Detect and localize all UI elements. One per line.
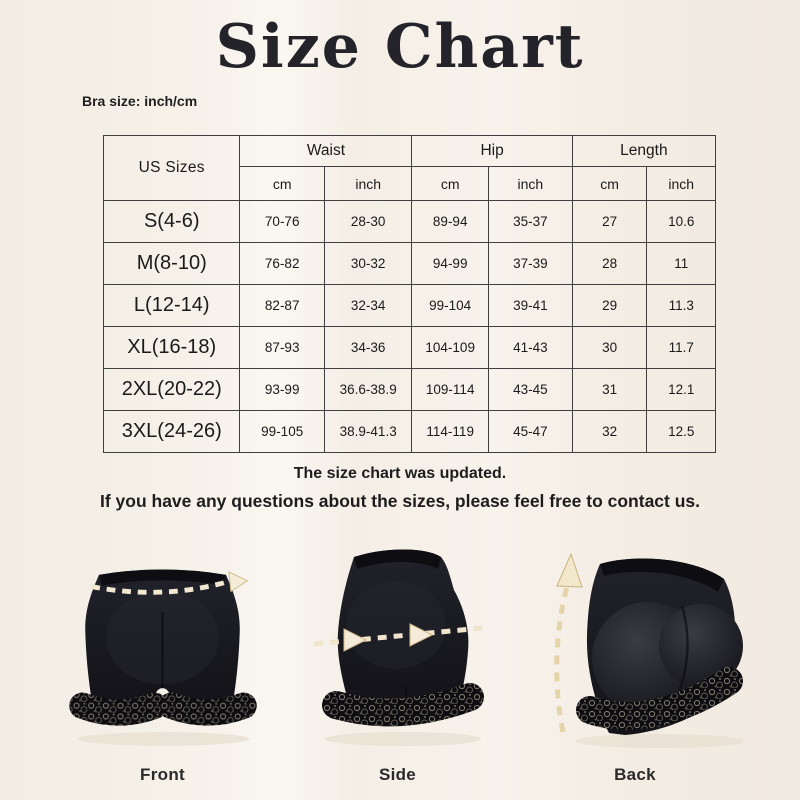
length-inch-value: 12.5: [646, 410, 716, 453]
size-row-l: L(12-14) 82-87 32-34 99-104 39-41 29 11.…: [102, 284, 716, 327]
hip-cm-value: 109-114: [411, 368, 489, 411]
size-label: M(8-10): [102, 242, 241, 285]
size-row-3xl: 3XL(24-26) 99-105 38.9-41.3 114-119 45-4…: [102, 410, 716, 453]
hip-inch-header: inch: [487, 166, 573, 201]
hip-cm-value: 99-104: [411, 284, 489, 327]
length-cm-value: 32: [571, 410, 648, 453]
waist-inch-value: 28-30: [323, 200, 413, 243]
contact-note: If you have any questions about the size…: [99, 491, 701, 511]
waist-cm-value: 82-87: [239, 284, 325, 327]
length-cm-header: cm: [571, 166, 648, 201]
size-row-s: S(4-6) 70-76 28-30 89-94 35-37 27 10.6: [102, 200, 716, 243]
waist-inch-value: 36.6-38.9: [323, 368, 413, 411]
hip-cm-value: 89-94: [411, 200, 489, 243]
lace-trim: [68, 692, 168, 726]
table-unit-header-row: cm inch cm inch cm inch: [104, 166, 716, 201]
hip-measure-arrow-icon: [313, 623, 482, 652]
size-label: 2XL(20-22): [102, 368, 241, 411]
waist-measure-arrow-icon: [90, 571, 248, 595]
size-label: XL(16-18): [102, 326, 241, 369]
length-cm-value: 30: [571, 326, 648, 369]
size-row-m: M(8-10) 76-82 30-32 94-99 37-39 28 11: [102, 242, 716, 285]
length-inch-value: 11.3: [646, 284, 716, 327]
length-header: Length: [571, 135, 717, 167]
waist-cm-value: 70-76: [239, 200, 325, 243]
waist-cm-value: 93-99: [239, 368, 325, 411]
front-view: Front: [58, 549, 268, 785]
waist-inch-value: 34-36: [323, 326, 413, 369]
hip-inch-value: 37-39: [487, 242, 573, 285]
table-group-header-row: US Sizes Waist Hip Length: [102, 135, 717, 201]
front-view-label: Front: [140, 765, 185, 784]
back-view-label: Back: [614, 765, 656, 784]
waist-cm-value: 99-105: [239, 410, 325, 453]
hip-cm-value: 94-99: [411, 242, 489, 285]
update-note: The size chart was updated.: [293, 465, 507, 482]
length-cm-value: 28: [571, 242, 648, 285]
waist-inch-value: 32-34: [323, 284, 413, 327]
side-view-label: Side: [378, 765, 417, 784]
waist-cm-header: cm: [239, 166, 325, 201]
side-view: Side: [308, 539, 488, 785]
us-sizes-header: US Sizes: [102, 135, 241, 201]
size-label: S(4-6): [102, 200, 241, 243]
hip-inch-value: 35-37: [487, 200, 573, 243]
length-inch-value: 11: [646, 242, 716, 285]
waist-inch-value: 38.9-41.3: [323, 410, 413, 453]
lace-trim: [321, 683, 484, 727]
product-views: Front: [0, 534, 800, 785]
back-view: Back: [528, 534, 745, 785]
size-chart-table: US Sizes Waist Hip Length cm inch cm inc…: [102, 135, 717, 453]
waist-cm-value: 76-82: [239, 242, 325, 285]
length-inch-value: 12.1: [646, 368, 716, 411]
length-inch-value: 11.7: [646, 326, 716, 369]
size-row-2xl: 2XL(20-22) 93-99 36.6-38.9 109-114 43-45…: [102, 368, 716, 411]
side-view-image: [313, 549, 484, 746]
hip-header: Hip: [411, 135, 573, 167]
length-cm-value: 31: [571, 368, 648, 411]
page-title: Size Chart: [215, 12, 585, 82]
waist-cm-value: 87-93: [239, 326, 325, 369]
hip-inch-value: 39-41: [487, 284, 573, 327]
length-inch-header: inch: [646, 166, 716, 201]
waist-header: Waist: [239, 135, 413, 167]
hip-cm-value: 104-109: [411, 326, 489, 369]
front-view-image: [68, 569, 257, 746]
length-inch-value: 10.6: [646, 200, 716, 243]
hip-inch-value: 41-43: [487, 326, 573, 369]
hip-cm-value: 114-119: [411, 410, 489, 453]
lace-trim: [575, 667, 743, 730]
hip-inch-value: 43-45: [487, 368, 573, 411]
lace-trim: [157, 692, 257, 726]
size-label: 3XL(24-26): [102, 410, 241, 453]
waist-inch-header: inch: [323, 166, 413, 201]
size-row-xl: XL(16-18) 87-93 34-36 104-109 41-43 30 1…: [102, 326, 716, 369]
lift-measure-arrow-icon: [553, 552, 583, 733]
back-view-image: [553, 552, 745, 748]
hip-cm-header: cm: [411, 166, 489, 201]
padded-hip-right: [658, 604, 743, 688]
hip-inch-value: 45-47: [487, 410, 573, 453]
size-label: L(12-14): [102, 284, 241, 327]
length-cm-value: 29: [571, 284, 648, 327]
size-table-body: S(4-6) 70-76 28-30 89-94 35-37 27 10.6 M…: [102, 200, 716, 453]
bra-size-note: Bra size: inch/cm: [82, 93, 198, 109]
length-cm-value: 27: [571, 200, 648, 243]
waist-inch-value: 30-32: [323, 242, 413, 285]
